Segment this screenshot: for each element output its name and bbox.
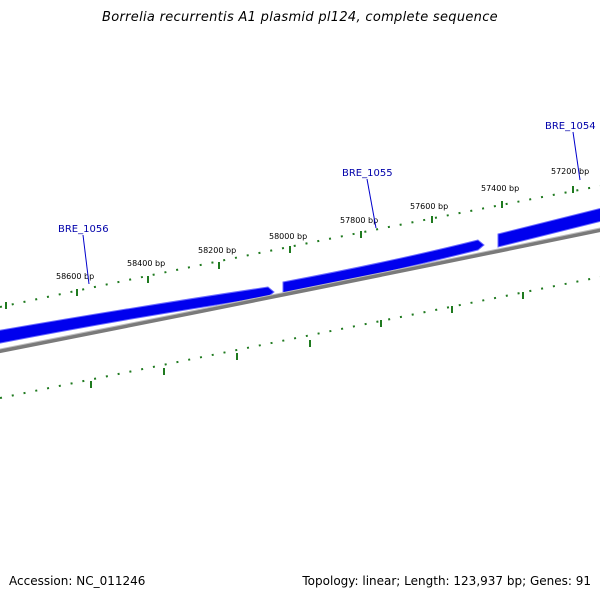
tick-label: 58400 bp [127, 259, 165, 268]
tick-label: 58600 bp [56, 272, 94, 281]
gene-label[interactable]: BRE_1055 [342, 168, 393, 179]
tick-label: 58200 bp [198, 246, 236, 255]
tick-label: 57200 bp [551, 167, 589, 176]
sequence-backbone [0, 228, 600, 354]
tick-label: 57800 bp [340, 216, 378, 225]
tick-label: 57600 bp [410, 202, 448, 211]
upper-tick-track [0, 185, 600, 308]
gene-leader-line [572, 131, 581, 181]
gene-arrow[interactable] [0, 286, 275, 345]
map-title: Borrelia recurrentis A1 plasmid pl124, c… [102, 10, 498, 25]
tick-label: 57400 bp [481, 184, 519, 193]
sequence-backbone-highlight [0, 227, 600, 350]
gene-labels: BRE_1054 BRE_1055 BRE_1056 [58, 121, 596, 285]
gene-label[interactable]: BRE_1056 [58, 224, 109, 235]
gene-label[interactable]: BRE_1054 [545, 121, 596, 132]
topology-summary: Topology: linear; Length: 123,937 bp; Ge… [302, 574, 591, 588]
gene-arrow[interactable] [497, 206, 600, 248]
scale-ticks: 57200 bp 57400 bp 57600 bp 57800 bp 5800… [5, 167, 589, 388]
accession-label: Accession: NC_011246 [9, 574, 146, 588]
gene-features [0, 206, 600, 345]
lower-tick-track [0, 276, 600, 399]
tick-label: 58000 bp [269, 232, 307, 241]
gene-leader-line [366, 178, 377, 229]
gene-leader-line [82, 234, 90, 285]
